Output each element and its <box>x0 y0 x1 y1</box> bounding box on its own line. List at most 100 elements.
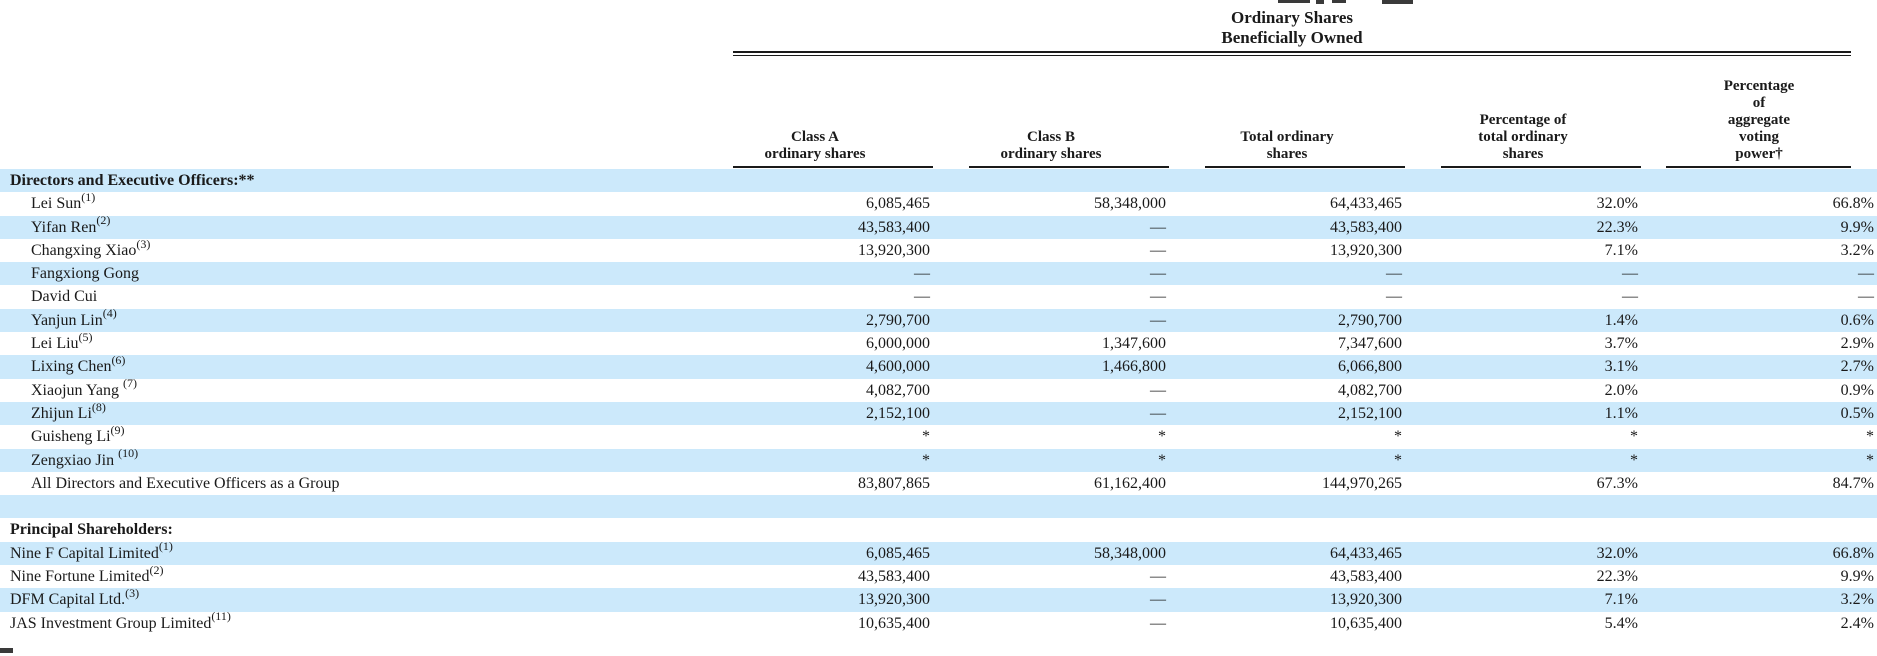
value-cell: 4,600,000 <box>866 358 930 376</box>
table-row: Yanjun Lin(4) 2,790,700 — 2,790,700 1.4% 0.6… <box>0 306 1877 333</box>
value-cell: 43,583,400 <box>858 218 930 236</box>
value-cell: 0.5% <box>1840 404 1874 422</box>
footnote-ref: (8) <box>91 399 106 414</box>
row-label: Directors and Executive Officers:** <box>10 172 255 189</box>
value-cell: 9.9% <box>1840 218 1874 236</box>
group-header-line2: Beneficially Owned <box>1221 28 1363 47</box>
value-cell: 13,920,300 <box>1330 241 1402 259</box>
row-label-cell: Directors and Executive Officers:** <box>0 169 697 192</box>
table-row: David Cui — — — — — <box>0 285 1877 308</box>
footnote-ref: (2) <box>149 562 164 577</box>
column-underline <box>1205 166 1405 168</box>
value-cell: 43,583,400 <box>1330 568 1402 586</box>
table-row: Zengxiao Jin (10) * * * * * <box>0 447 1877 472</box>
row-label: Principal Shareholders: <box>10 521 173 539</box>
value-cell: 7.1% <box>1604 591 1638 609</box>
row-label: Yanjun Lin <box>31 311 103 329</box>
column-header-line: of <box>1752 95 1766 111</box>
row-label: Zhijun Li <box>31 404 92 422</box>
value-cell: 13,920,300 <box>858 591 930 609</box>
value-cell: 66.8% <box>1832 195 1874 213</box>
row-label-cell: JAS Investment Group Limited(11) <box>0 610 697 635</box>
row-label: Changxing Xiao <box>31 241 137 259</box>
value-cell: 2,790,700 <box>1338 311 1402 329</box>
row-label-cell: Yifan Ren(2) <box>0 214 697 239</box>
row-label: Guisheng Li <box>31 428 111 446</box>
row-label-cell: Principal Shareholders: <box>0 518 697 541</box>
row-label: Lei Liu <box>31 335 79 353</box>
value-cell: 6,066,800 <box>1338 358 1402 376</box>
value-cell: — <box>1150 311 1166 329</box>
value-cell: 13,920,300 <box>858 241 930 259</box>
value-cell <box>697 495 933 518</box>
value-cell: 10,635,400 <box>1330 614 1402 632</box>
column-header-line: power† <box>1735 146 1783 162</box>
value-cell: — <box>1150 404 1166 422</box>
value-cell: — <box>1386 265 1402 283</box>
row-label-cell: Zhijun Li(8) <box>0 399 697 425</box>
value-cell: — <box>1150 568 1166 586</box>
value-cell: 43,583,400 <box>1330 218 1402 236</box>
value-cell <box>1641 495 1877 518</box>
value-cell: * <box>1394 451 1402 469</box>
column-header-line: voting <box>1738 129 1779 145</box>
value-cell: 9.9% <box>1840 568 1874 586</box>
row-label-cell: Xiaojun Yang (7) <box>0 376 697 402</box>
group-header: Ordinary Shares Beneficially Owned <box>733 8 1851 48</box>
value-cell: * <box>922 451 930 469</box>
value-cell: * <box>922 428 930 446</box>
column-header-line: Total ordinary <box>1240 129 1334 145</box>
column-header-line: ordinary shares <box>1000 146 1102 162</box>
column-header-line: Class A <box>791 129 839 145</box>
row-label: All Directors and Executive Officers as … <box>31 474 340 492</box>
value-cell: 2.7% <box>1840 358 1874 376</box>
value-cell: 2,152,100 <box>1338 404 1402 422</box>
value-cell: — <box>1150 218 1166 236</box>
blank-spacer-row <box>0 495 1877 519</box>
group-header-line1: Ordinary Shares <box>1230 8 1353 27</box>
value-cell: — <box>1858 265 1874 283</box>
footnote-ref: (6) <box>111 353 126 368</box>
value-cell <box>1641 518 1877 541</box>
column-header-total-shares: Total ordinary shares <box>1169 129 1405 168</box>
row-label: DFM Capital Ltd. <box>10 591 126 609</box>
value-cell: 3.1% <box>1604 358 1638 376</box>
group-header-rule <box>733 51 1851 56</box>
row-label: Nine Fortune Limited <box>10 568 150 586</box>
row-label-cell <box>0 495 697 518</box>
section-header-row: Principal Shareholders: <box>0 518 1877 541</box>
value-cell: 4,082,700 <box>866 381 930 399</box>
column-header-line: Class B <box>1027 129 1075 145</box>
column-header-line: Percentage <box>1723 78 1795 94</box>
value-cell: 64,433,465 <box>1330 544 1402 562</box>
row-label: JAS Investment Group Limited <box>10 614 212 632</box>
value-cell: — <box>914 265 930 283</box>
footnote-ref: (1) <box>81 189 96 204</box>
value-cell <box>1169 495 1405 518</box>
footnote-ref: (4) <box>102 306 117 321</box>
value-cell: 2,790,700 <box>866 311 930 329</box>
value-cell: * <box>1630 451 1638 469</box>
value-cell: 22.3% <box>1596 218 1638 236</box>
value-cell: * <box>1158 428 1166 446</box>
column-underline <box>1441 166 1641 168</box>
row-label-cell: Lei Sun(1) <box>0 189 697 215</box>
table-row: Zhijun Li(8) 2,152,100 — 2,152,100 1.1% 0.5% <box>0 399 1877 426</box>
value-cell: 6,000,000 <box>866 335 930 353</box>
value-cell: — <box>1150 614 1166 632</box>
footnote-ref: (7) <box>123 376 138 391</box>
value-cell <box>933 518 1169 541</box>
value-cell: 6,085,465 <box>866 544 930 562</box>
value-cell: * <box>1394 428 1402 446</box>
column-header-line: Percentage of <box>1479 112 1567 128</box>
table-row: Nine Fortune Limited(2) 43,583,400 — 43,58… <box>0 562 1877 588</box>
value-cell: 10,635,400 <box>858 614 930 632</box>
table-row: All Directors and Executive Officers as … <box>0 472 1877 495</box>
table-row: Changxing Xiao(3) 13,920,300 — 13,920,300 7… <box>0 238 1877 262</box>
value-cell: 58,348,000 <box>1094 544 1166 562</box>
value-cell: 13,920,300 <box>1330 591 1402 609</box>
value-cell <box>933 495 1169 518</box>
